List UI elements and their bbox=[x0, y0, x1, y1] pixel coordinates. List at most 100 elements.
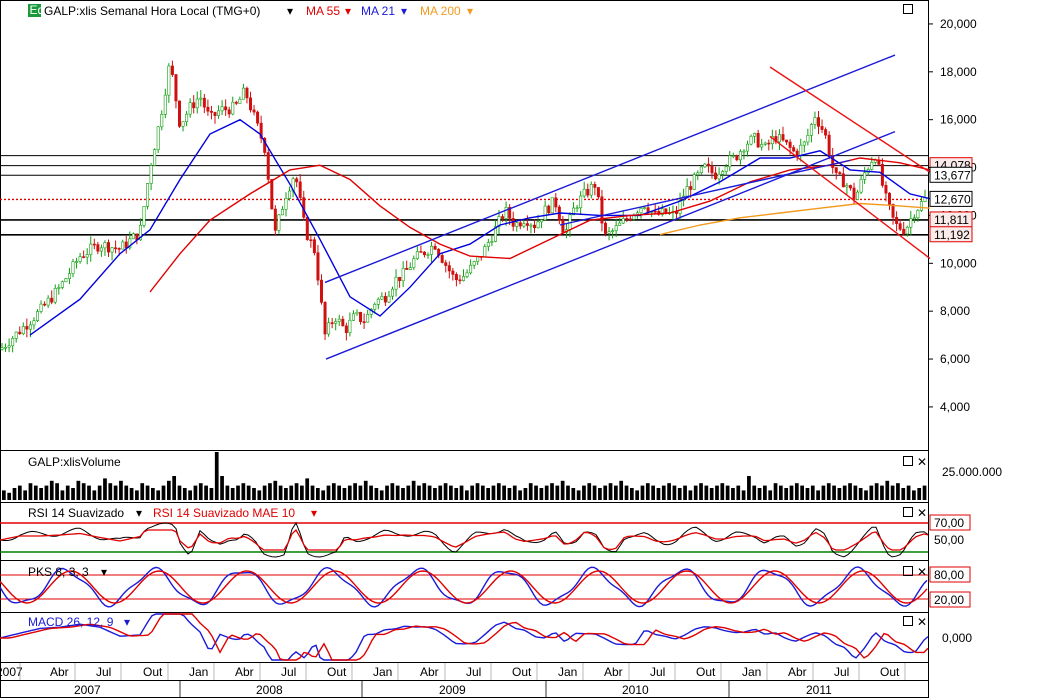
macd-title[interactable]: MACD 26, 12, 9 bbox=[28, 615, 114, 629]
candle-body bbox=[802, 141, 806, 146]
volume-bar bbox=[640, 485, 645, 500]
maximize-macd-icon[interactable] bbox=[903, 616, 913, 626]
close-rsi-icon[interactable]: ✕ bbox=[917, 506, 927, 520]
candle-body bbox=[902, 228, 906, 235]
price-candles bbox=[0, 60, 927, 353]
trend-channels bbox=[324, 54, 931, 360]
ma200-legend[interactable]: MA 200 bbox=[420, 4, 461, 18]
candle-body bbox=[362, 321, 366, 323]
candle-body bbox=[277, 214, 281, 231]
volume-bar bbox=[736, 485, 741, 500]
candle-body bbox=[611, 230, 615, 233]
candle-body bbox=[856, 191, 860, 200]
candle-body bbox=[366, 314, 370, 323]
volume-bar bbox=[619, 480, 624, 500]
candle-body bbox=[444, 262, 448, 266]
candle-body bbox=[383, 296, 387, 303]
maximize-price-panel-icon[interactable] bbox=[903, 4, 913, 14]
volume-bar bbox=[113, 485, 118, 500]
x-month-label: Jul bbox=[834, 665, 849, 679]
candle-body bbox=[249, 97, 253, 111]
volume-bar bbox=[257, 490, 262, 500]
candle-body bbox=[447, 265, 451, 272]
ma200-menu-arrow-icon[interactable]: ▾ bbox=[467, 4, 473, 18]
y-tick-label: 20,000 bbox=[940, 17, 977, 31]
ma55-legend[interactable]: MA 55 bbox=[306, 4, 340, 18]
candle-body bbox=[692, 174, 696, 190]
rsi-title[interactable]: RSI 14 Suavizado bbox=[28, 506, 124, 520]
volume-bar bbox=[342, 488, 347, 500]
candle-body bbox=[21, 326, 25, 335]
ma21-legend[interactable]: MA 21 bbox=[361, 4, 395, 18]
rsi-mae-menu-arrow-icon[interactable]: ▾ bbox=[311, 506, 317, 520]
volume-bar bbox=[523, 488, 528, 500]
candle-body bbox=[540, 219, 544, 223]
y-tick-label: 18,000 bbox=[940, 65, 977, 79]
candle-body bbox=[35, 311, 39, 321]
volume-bar bbox=[230, 488, 235, 500]
volume-title[interactable]: GALP:xlisVolume bbox=[28, 455, 121, 469]
volume-bar bbox=[305, 478, 310, 500]
macd-menu-arrow-icon[interactable]: ▾ bbox=[124, 615, 130, 629]
volume-bar bbox=[528, 483, 533, 500]
close-pks-icon[interactable]: ✕ bbox=[917, 565, 927, 579]
volume-bar bbox=[598, 488, 602, 500]
volume-bar bbox=[502, 485, 506, 500]
volume-bar bbox=[103, 478, 107, 500]
candle-body bbox=[898, 223, 902, 230]
rsi-mae-title[interactable]: RSI 14 Suavizado MAE 10 bbox=[153, 506, 295, 520]
close-volume-icon[interactable]: ✕ bbox=[917, 455, 927, 469]
candle-body bbox=[859, 179, 863, 193]
volume-bar bbox=[166, 480, 171, 500]
candle-body bbox=[227, 109, 231, 115]
candle-body bbox=[529, 224, 533, 227]
candle-body bbox=[199, 97, 203, 100]
volume-bar bbox=[560, 480, 565, 500]
x-month-label: Abr bbox=[50, 665, 69, 679]
maximize-volume-icon[interactable] bbox=[903, 456, 913, 466]
candle-body bbox=[714, 172, 718, 180]
rsi-panel bbox=[0, 521, 929, 558]
candle-body bbox=[916, 210, 920, 219]
candle-body bbox=[174, 74, 178, 102]
close-macd-icon[interactable]: ✕ bbox=[917, 615, 927, 629]
candle-body bbox=[28, 324, 32, 330]
candle-body bbox=[67, 273, 71, 279]
volume-bar bbox=[385, 485, 389, 500]
maximize-pks-icon[interactable] bbox=[903, 566, 913, 576]
candle-body bbox=[334, 321, 338, 324]
horizontal-levels bbox=[0, 155, 928, 236]
ma55-menu-arrow-icon[interactable]: ▾ bbox=[345, 4, 351, 18]
candle-body bbox=[852, 187, 856, 200]
maximize-rsi-icon[interactable] bbox=[903, 507, 913, 517]
pks-menu-arrow-icon[interactable]: ▾ bbox=[101, 565, 107, 579]
x-month-label: Jul bbox=[281, 665, 296, 679]
candle-body bbox=[376, 298, 380, 305]
symbol-title[interactable]: GALP:xlis Semanal Hora Local (TMG+0) bbox=[44, 4, 260, 18]
volume-bar bbox=[379, 490, 384, 500]
candle-body bbox=[433, 245, 437, 250]
rsi-menu-arrow-icon[interactable]: ▾ bbox=[136, 506, 142, 520]
volume-bar bbox=[624, 485, 629, 500]
candle-body bbox=[838, 172, 842, 175]
ma21-menu-arrow-icon[interactable]: ▾ bbox=[401, 4, 407, 18]
volume-bar bbox=[17, 485, 22, 500]
volume-bar bbox=[512, 485, 517, 500]
volume-bar bbox=[480, 485, 485, 500]
macd-panel bbox=[0, 613, 929, 661]
pks-title[interactable]: PKS 8, 3, 3 bbox=[28, 565, 89, 579]
symbol-menu-arrow-icon[interactable]: ▾ bbox=[287, 4, 293, 18]
volume-bars bbox=[2, 452, 927, 500]
candle-body bbox=[107, 242, 111, 253]
volume-bar bbox=[268, 483, 272, 500]
candle-body bbox=[4, 346, 8, 349]
candle-body bbox=[99, 247, 103, 252]
volume-bar bbox=[252, 488, 256, 500]
candle-body bbox=[92, 243, 96, 246]
volume-bar bbox=[789, 485, 794, 500]
volume-bar bbox=[454, 488, 459, 500]
candle-body bbox=[703, 163, 707, 168]
candle-body bbox=[280, 209, 284, 216]
candle-body bbox=[518, 222, 522, 227]
volume-bar bbox=[768, 490, 773, 500]
